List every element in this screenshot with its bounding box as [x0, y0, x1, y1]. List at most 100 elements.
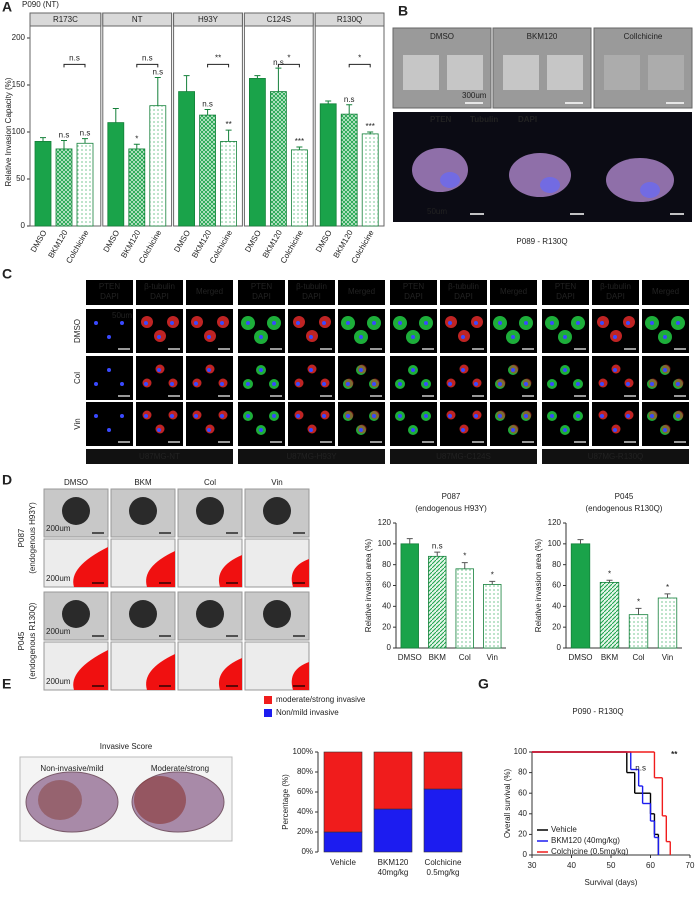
micrograph: [592, 356, 639, 400]
column-label: Col: [204, 478, 216, 487]
bracket: [63, 63, 86, 68]
bar: [290, 149, 308, 227]
micrograph: [186, 402, 233, 446]
annotation: **: [671, 750, 678, 759]
panel-label: C: [2, 266, 12, 282]
micrograph: [542, 356, 589, 400]
error-bar: [367, 131, 374, 134]
invasion-area: [73, 650, 108, 690]
y-tick-label: 20: [382, 622, 391, 631]
x-tick-label: DMSO: [29, 229, 49, 254]
nucleus: [220, 414, 224, 418]
nucleus: [120, 382, 124, 386]
bar-segment: [373, 751, 413, 810]
micrograph: [238, 356, 285, 400]
nucleus: [170, 414, 174, 418]
nucleus: [411, 368, 415, 372]
scale-label: 200um: [46, 574, 71, 583]
micrograph: [390, 356, 437, 400]
x-tick-label: Vehicle: [330, 858, 356, 867]
significance-label: *: [135, 134, 138, 143]
cell-cluster: [640, 182, 660, 198]
header-cell: [288, 280, 335, 305]
x-axis-label: Survival (days): [585, 878, 638, 887]
header-label: PTEN: [99, 282, 121, 291]
header-label: DAPI: [454, 292, 473, 301]
nucleus: [663, 368, 667, 372]
nucleus: [207, 368, 211, 372]
bar: [149, 105, 167, 227]
header-label: DAPI: [252, 292, 271, 301]
y-tick-label: 0%: [301, 847, 313, 856]
nucleus: [511, 335, 515, 339]
header-label: DAPI: [606, 292, 625, 301]
nucleus: [259, 428, 263, 432]
nucleus: [309, 428, 313, 432]
nucleus: [220, 382, 224, 386]
bar: [269, 91, 287, 227]
nucleus: [398, 382, 402, 386]
error-bar: [61, 139, 67, 149]
nucleus: [296, 414, 300, 418]
nucleus: [107, 428, 111, 432]
header-cell: [542, 280, 589, 305]
y-tick-label: 60: [552, 581, 561, 590]
error-bar: [82, 138, 88, 144]
y-tick-label: 40: [552, 601, 561, 610]
header-label: PTEN: [251, 282, 273, 291]
panel-label: E: [2, 676, 11, 692]
error-bar: [112, 108, 119, 123]
header-cell: [390, 280, 437, 305]
row-label: Col: [73, 372, 82, 384]
chart-title: P090 (NT): [22, 0, 59, 9]
y-tick-label: 80%: [297, 767, 313, 776]
cell-cluster: [606, 158, 674, 202]
header-label: DAPI: [100, 292, 119, 301]
invasion-area: [218, 658, 242, 690]
micrograph: [288, 356, 335, 400]
header-label: DAPI: [556, 292, 575, 301]
micrograph-detail: [447, 55, 483, 90]
group-cell: [86, 449, 233, 464]
micrograph: [86, 309, 133, 353]
y-tick-label: 40: [382, 601, 391, 610]
facet-title: H93Y: [198, 15, 219, 24]
spheroid: [196, 600, 224, 628]
cell-cluster: [440, 172, 460, 188]
nucleus: [524, 321, 528, 325]
nucleus: [322, 414, 326, 418]
spheroid: [263, 600, 291, 628]
nucleus: [296, 321, 300, 325]
chart-title: P045: [615, 492, 634, 501]
legend-swatch: [264, 696, 272, 704]
y-tick-label: 100: [548, 539, 562, 548]
bar: [248, 78, 266, 227]
significance-label: *: [491, 570, 494, 579]
header-label: β-tubulin: [448, 282, 479, 291]
nucleus: [663, 428, 667, 432]
y-axis-label: Overall survival (%): [503, 768, 512, 838]
error-bar: [346, 104, 353, 115]
nucleus: [424, 414, 428, 418]
bar: [55, 148, 73, 227]
row-label: (endogenous H93Y): [28, 502, 37, 574]
bracket-label: **: [215, 53, 221, 62]
invasion-area: [146, 654, 175, 690]
significance-label: *: [637, 598, 640, 607]
column-label: BKM120: [527, 32, 558, 41]
group-label: U87MG-H93Y: [286, 452, 337, 461]
caption: P089 - R130Q: [516, 237, 567, 246]
nucleus: [498, 321, 502, 325]
nucleus: [550, 321, 554, 325]
nucleus: [448, 414, 452, 418]
x-tick-label: BKM: [429, 653, 447, 662]
micrograph: [338, 402, 385, 446]
nucleus: [220, 321, 224, 325]
scale-label: 200um: [46, 524, 71, 533]
bracket-label: *: [358, 53, 361, 62]
header-label: Merged: [652, 287, 679, 296]
error-bar: [406, 538, 413, 544]
x-tick-label: DMSO: [172, 229, 192, 254]
nucleus: [246, 382, 250, 386]
bar: [599, 581, 620, 649]
